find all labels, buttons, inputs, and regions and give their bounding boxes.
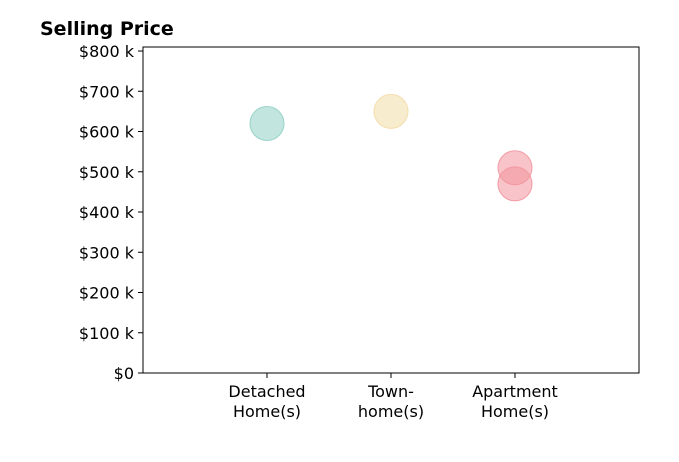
y-tick-label: $300 k — [79, 243, 135, 262]
x-tick-label-line: Home(s) — [481, 402, 549, 421]
y-tick-label: $700 k — [79, 82, 135, 101]
data-point — [497, 166, 533, 202]
y-tick-label: $400 k — [79, 203, 135, 222]
x-tick-label-line: home(s) — [358, 402, 424, 421]
y-tick-label: $100 k — [79, 324, 135, 343]
y-axis: $0 $100 k $200 k $300 k $400 k $500 k $600 k $7… — [79, 42, 143, 383]
data-points — [249, 93, 533, 202]
data-point — [249, 105, 285, 141]
y-tick-label: $800 k — [79, 42, 135, 61]
y-tick-label: $0 — [114, 364, 134, 383]
x-tick-label-line: Detached — [228, 382, 305, 401]
x-tick-label: Apartment Home(s) — [472, 382, 558, 421]
x-tick-label-line: Apartment — [472, 382, 558, 401]
x-tick-label: Town-home(s) — [358, 382, 424, 421]
y-tick-label: $600 k — [79, 123, 135, 142]
x-tick-label-line: Home(s) — [233, 402, 301, 421]
y-tick-label: $500 k — [79, 163, 135, 182]
chart-title: Selling Price — [40, 18, 174, 40]
x-tick-label-line: Town- — [367, 382, 414, 401]
x-axis: Detached Home(s)Town-home(s)Apartment Home… — [228, 373, 558, 421]
data-point — [373, 93, 409, 129]
y-tick-label: $200 k — [79, 284, 135, 303]
x-tick-label: Detached Home(s) — [228, 382, 305, 421]
